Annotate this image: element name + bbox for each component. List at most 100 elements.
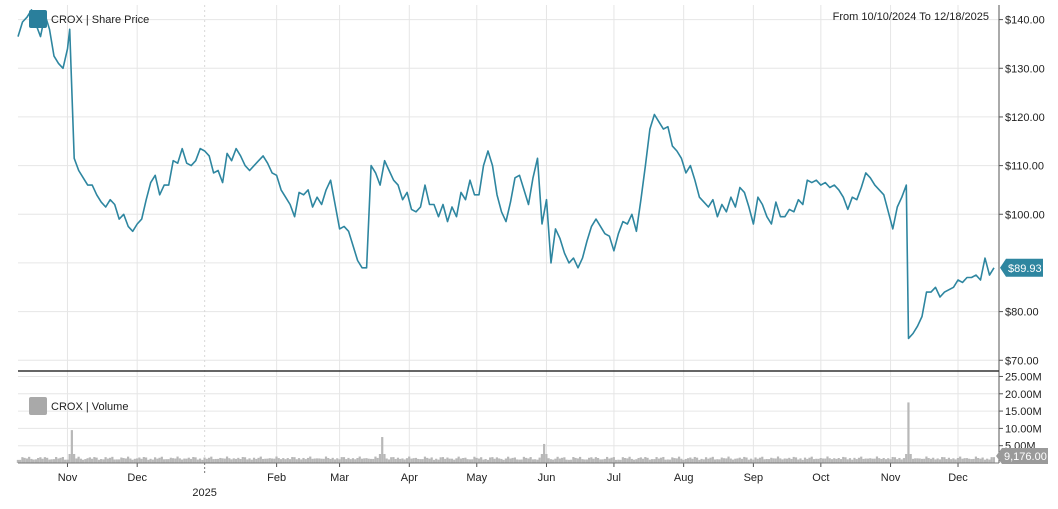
volume-bar: [113, 459, 116, 463]
volume-bar: [583, 459, 586, 463]
volume-bar: [887, 458, 890, 463]
volume-bar: [73, 454, 76, 463]
volume-bar: [495, 457, 499, 463]
volume-bar: [543, 443, 546, 463]
x-tick-label: Feb: [267, 472, 286, 484]
volume-bar: [592, 458, 595, 463]
volume-bar: [464, 457, 467, 463]
volume-bar: [612, 457, 615, 463]
volume-bar: [135, 458, 139, 463]
volume-bar: [385, 458, 388, 463]
price-tick-label: $140.00: [1005, 15, 1045, 27]
volume-bar: [754, 457, 757, 463]
volume-bar: [252, 457, 256, 463]
volume-bar: [801, 459, 804, 463]
x-tick-label: Jun: [538, 472, 556, 484]
volume-bar: [923, 458, 926, 463]
volume-bar: [936, 458, 939, 463]
volume-bar: [932, 457, 935, 463]
volume-bar: [641, 458, 645, 463]
volume-bar: [309, 456, 312, 463]
volume-bar: [925, 456, 928, 463]
volume-bar: [432, 459, 436, 463]
volume-badge-shape: [996, 448, 1048, 464]
volume-bar: [736, 458, 739, 463]
volume-bar: [25, 458, 28, 463]
price-tick-label: $120.00: [1005, 112, 1045, 124]
x-tick-label: Dec: [127, 472, 147, 484]
volume-bar: [934, 459, 937, 463]
volume-bar: [180, 459, 184, 463]
volume-bar: [896, 459, 899, 463]
volume-bar: [628, 456, 631, 463]
volume-bar: [342, 457, 346, 463]
volume-bar: [482, 459, 485, 463]
x-tick-label: Mar: [330, 472, 349, 484]
volume-bar: [938, 459, 942, 463]
volume-bar: [169, 457, 172, 463]
x-tick-label: Sep: [744, 472, 764, 484]
volume-bar: [752, 459, 755, 463]
volume-bar: [695, 457, 699, 463]
volume-bar: [88, 457, 91, 463]
x-tick-label: May: [466, 472, 487, 484]
volume-bar: [441, 457, 445, 463]
volume-bar: [556, 456, 559, 463]
volume-bar: [992, 457, 995, 463]
volume-bar: [322, 458, 325, 463]
volume-bar: [767, 459, 771, 463]
volume-bar: [57, 458, 60, 463]
price-series-line: [17, 9, 995, 340]
volume-bar: [826, 456, 829, 463]
volume-bar: [417, 458, 420, 463]
volume-bar: [828, 458, 831, 463]
volume-bar: [630, 458, 633, 463]
price-legend-swatch: [29, 10, 47, 28]
volume-bar: [104, 457, 107, 463]
volume-bar: [621, 457, 624, 463]
volume-bar: [410, 458, 413, 463]
volume-bar: [871, 458, 874, 463]
volume-bar: [653, 459, 656, 463]
volume-bar: [275, 456, 278, 463]
volume-bar: [315, 458, 319, 463]
price-tick-label: $100.00: [1005, 209, 1045, 221]
volume-bar: [423, 456, 427, 463]
volume-bar: [91, 458, 94, 463]
volume-bar: [117, 459, 121, 463]
volume-bar: [216, 458, 220, 463]
volume-bar: [513, 457, 516, 463]
volume-bar: [662, 456, 665, 463]
volume-bar: [718, 459, 721, 463]
volume-bar: [880, 458, 883, 463]
volume-bar: [374, 456, 377, 463]
volume-bar: [806, 458, 809, 463]
volume-tick-label: 20.00M: [1005, 389, 1042, 401]
volume-bar: [486, 459, 490, 463]
volume-bar: [943, 457, 946, 463]
volume-bar: [426, 457, 429, 463]
volume-bar: [567, 459, 570, 463]
volume-bar: [466, 459, 469, 463]
volume-bar: [738, 457, 741, 463]
volume-bar: [790, 458, 793, 463]
volume-last-value-badge: 9,176.00: [996, 448, 1048, 464]
volume-bar: [64, 459, 67, 463]
volume-bar: [983, 459, 987, 463]
volume-bar: [579, 456, 582, 463]
volume-bar: [570, 459, 573, 463]
volume-bar: [293, 457, 296, 463]
volume-bar: [230, 459, 233, 463]
volume-bar: [792, 456, 795, 463]
volume-bar: [864, 458, 867, 463]
x-year-label: 2025: [192, 487, 216, 499]
volume-bar: [722, 458, 726, 463]
volume-bar: [129, 458, 132, 463]
volume-bar: [664, 459, 667, 463]
volume-bar: [41, 458, 44, 463]
volume-bar: [156, 458, 159, 463]
volume-bar: [893, 457, 897, 463]
volume-bar: [959, 456, 962, 463]
volume-bar: [547, 458, 550, 463]
volume-bar: [650, 459, 654, 463]
